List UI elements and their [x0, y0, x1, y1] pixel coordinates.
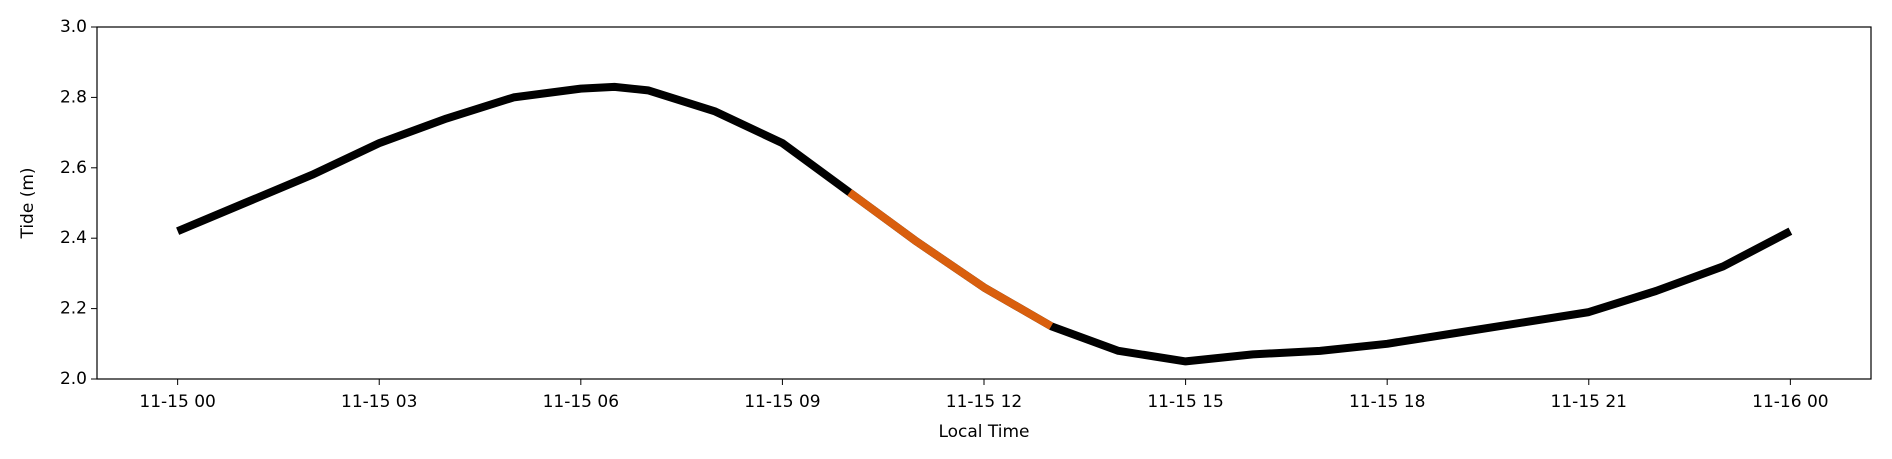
y-tick-label: 2.6 — [60, 158, 87, 178]
y-tick-label: 2.0 — [60, 369, 87, 389]
x-tick-label: 11-15 00 — [139, 392, 215, 412]
x-tick-label: 11-15 12 — [946, 392, 1022, 412]
x-axis-label: Local Time — [938, 422, 1029, 442]
y-tick-label: 2.2 — [60, 299, 87, 319]
plot-frame — [96, 26, 1872, 380]
x-tick-label: 11-15 06 — [543, 392, 619, 412]
y-tick-label: 2.8 — [60, 87, 87, 107]
x-tick-label: 11-16 00 — [1752, 392, 1828, 412]
x-tick-label: 11-15 21 — [1551, 392, 1627, 412]
y-tick-label: 2.4 — [60, 228, 87, 248]
y-tick-label: 3.0 — [60, 17, 87, 37]
x-tick-label: 11-15 18 — [1349, 392, 1425, 412]
y-axis-label: Tide (m) — [18, 167, 38, 239]
x-tick-label: 11-15 03 — [341, 392, 417, 412]
tide-line — [176, 82, 1793, 366]
x-tick-label: 11-15 15 — [1147, 392, 1223, 412]
tide-line — [847, 189, 1054, 330]
x-tick-label: 11-15 09 — [744, 392, 820, 412]
